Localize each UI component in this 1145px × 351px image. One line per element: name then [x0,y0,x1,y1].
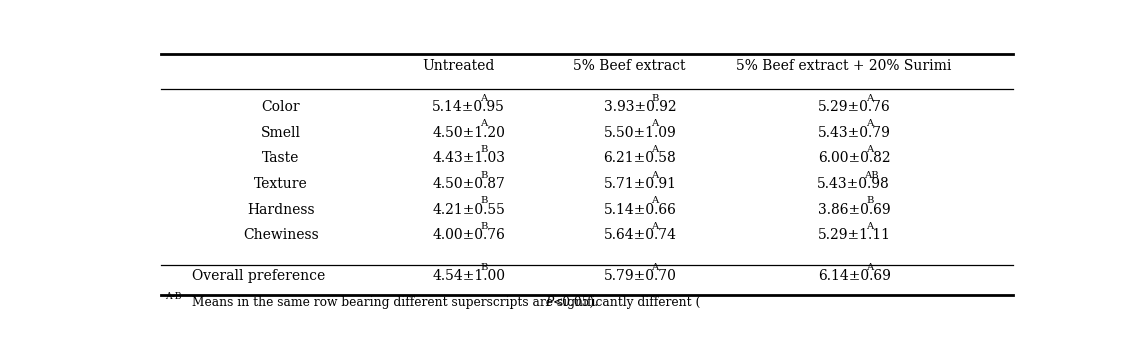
Text: 6.00±0.82: 6.00±0.82 [819,151,891,165]
Text: A: A [652,197,658,205]
Text: B: B [480,197,488,205]
Text: A: A [652,145,658,154]
Text: 4.21±0.55: 4.21±0.55 [433,203,505,217]
Text: 5.14±0.66: 5.14±0.66 [603,203,677,217]
Text: B: B [652,94,658,103]
Text: 4.54±1.00: 4.54±1.00 [433,269,505,283]
Text: Taste: Taste [262,151,299,165]
Text: 5.43±0.98: 5.43±0.98 [816,177,890,191]
Text: 4.50±0.87: 4.50±0.87 [433,177,505,191]
Text: A: A [652,222,658,231]
Text: Color: Color [261,100,300,114]
Text: A: A [480,119,488,128]
Text: B: B [480,145,488,154]
Text: 4.43±1.03: 4.43±1.03 [433,151,505,165]
Text: Overall preference: Overall preference [192,269,325,283]
Text: A: A [867,145,874,154]
Text: 5.64±0.74: 5.64±0.74 [603,229,677,243]
Text: 5.43±0.79: 5.43±0.79 [819,126,891,140]
Text: Means in the same row bearing different superscripts are significantly different: Means in the same row bearing different … [192,296,701,309]
Text: P: P [545,296,553,309]
Text: 5% Beef extract + 20% Surimi: 5% Beef extract + 20% Surimi [736,60,951,73]
Text: B: B [480,171,488,180]
Text: 4.50±1.20: 4.50±1.20 [433,126,505,140]
Text: Texture: Texture [254,177,308,191]
Text: A-B: A-B [165,292,182,301]
Text: 6.14±0.69: 6.14±0.69 [819,269,891,283]
Text: Smell: Smell [261,126,301,140]
Text: 5.79±0.70: 5.79±0.70 [603,269,677,283]
Text: A: A [652,119,658,128]
Text: 6.21±0.58: 6.21±0.58 [603,151,677,165]
Text: 5.14±0.95: 5.14±0.95 [433,100,505,114]
Text: 4.00±0.76: 4.00±0.76 [433,229,505,243]
Text: A: A [652,263,658,272]
Text: 5.50±1.09: 5.50±1.09 [603,126,677,140]
Text: 5.29±0.76: 5.29±0.76 [819,100,891,114]
Text: B: B [867,197,874,205]
Text: AB: AB [864,171,879,180]
Text: 3.93±0.92: 3.93±0.92 [603,100,677,114]
Text: B: B [480,222,488,231]
Text: 5.71±0.91: 5.71±0.91 [603,177,677,191]
Text: Untreated: Untreated [423,60,495,73]
Text: 5% Beef extract: 5% Beef extract [574,60,686,73]
Text: A: A [867,94,874,103]
Text: Chewiness: Chewiness [243,229,318,243]
Text: A: A [867,119,874,128]
Text: A: A [480,94,488,103]
Text: <0.05).: <0.05). [553,296,599,309]
Text: Hardness: Hardness [247,203,315,217]
Text: 3.86±0.69: 3.86±0.69 [819,203,891,217]
Text: A: A [652,171,658,180]
Text: 5.29±1.11: 5.29±1.11 [819,229,891,243]
Text: A: A [867,222,874,231]
Text: B: B [480,263,488,272]
Text: A: A [867,263,874,272]
